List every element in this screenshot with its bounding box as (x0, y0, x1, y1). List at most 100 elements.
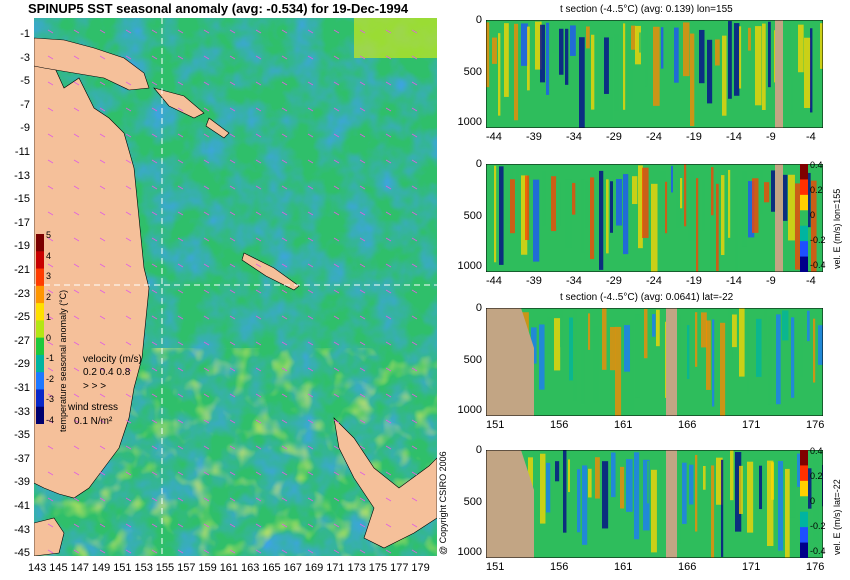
wind-arrow (385, 263, 392, 268)
section-panel[interactable] (486, 308, 823, 416)
velocity-colorbar-tick-label: 0 (810, 210, 816, 220)
section-streak (560, 309, 563, 348)
section-streak (556, 182, 561, 227)
wind-arrow (359, 55, 366, 60)
section-panel[interactable] (486, 20, 823, 128)
panel-x-tick-label: -4 (806, 275, 816, 287)
wind-arrow (73, 263, 80, 268)
lat-tick-label: -35 (14, 429, 30, 442)
wind-arrow (151, 523, 158, 528)
wind-arrow (99, 29, 106, 34)
wind-arrow (229, 263, 236, 268)
wind-arrow (281, 55, 288, 60)
wind-arrow (47, 263, 54, 268)
wind-arrow (385, 55, 392, 60)
section-streak (565, 179, 572, 248)
wind-arrow (385, 289, 392, 294)
lon-tick-label: 165 (262, 562, 281, 574)
wind-arrow (411, 497, 418, 502)
section-streak (581, 179, 585, 253)
wind-arrow (333, 237, 340, 242)
section-streak (768, 316, 772, 405)
wind-arrow (73, 315, 80, 320)
wind-arrow (73, 81, 80, 86)
panel-x-tick-label: -39 (526, 275, 542, 287)
colorbar-segment (800, 450, 808, 466)
wind-arrow (385, 367, 392, 372)
section-streak (555, 461, 560, 482)
panel-x-tick-label: -29 (606, 131, 622, 143)
sst-anomaly-map[interactable] (34, 18, 437, 556)
wind-arrow (229, 159, 236, 164)
section-streak (695, 312, 698, 367)
section-streak (721, 459, 724, 557)
wind-arrow (307, 445, 314, 450)
section-streak (722, 35, 727, 116)
lat-tick-label: -43 (14, 523, 30, 536)
wind-arrow (99, 393, 106, 398)
wind-arrow (411, 133, 418, 138)
wind-arrow (307, 211, 314, 216)
wind-arrow (385, 393, 392, 398)
wind-arrow (47, 393, 54, 398)
panel-x-tick-label: 176 (806, 419, 825, 431)
wind-arrow (177, 29, 184, 34)
section-streak (689, 464, 694, 505)
section-streak (690, 33, 695, 127)
wind-arrow (73, 419, 80, 424)
wind-arrow (47, 523, 54, 528)
wind-arrow (359, 289, 366, 294)
wind-arrow (359, 263, 366, 268)
wind-arrow (333, 263, 340, 268)
wind-arrow (255, 29, 262, 34)
section-streak (670, 23, 674, 50)
section-streak (611, 452, 616, 498)
wind-arrow (385, 133, 392, 138)
wind-arrow (47, 289, 54, 294)
wind-arrow (125, 159, 132, 164)
section-panel[interactable] (486, 164, 823, 272)
wind-arrow (359, 211, 366, 216)
wind-arrow (307, 367, 314, 372)
wind-arrow (333, 471, 340, 476)
section-streak (764, 182, 770, 203)
wind-arrow (151, 445, 158, 450)
lon-tick-label: 147 (70, 562, 89, 574)
section-streak (546, 462, 551, 513)
colorbar-segment (800, 241, 808, 258)
colorbar-segment (36, 285, 44, 304)
wind-arrow (229, 549, 236, 554)
section-streak (651, 469, 657, 553)
wind-arrow (411, 55, 418, 60)
wind-arrow (281, 263, 288, 268)
section-panel[interactable] (486, 450, 823, 558)
wind-arrow (411, 29, 418, 34)
wind-arrow (359, 315, 366, 320)
wind-arrow (385, 81, 392, 86)
lon-tick-label: 149 (91, 562, 111, 574)
colorbar-segment (800, 164, 808, 180)
lon-tick-label: 155 (155, 562, 175, 574)
velocity-colorbar-tick-label: -0.4 (810, 260, 826, 270)
wind-arrow (281, 497, 288, 502)
wind-arrow (125, 315, 132, 320)
section-streak (590, 177, 595, 260)
colorbar-segment (800, 179, 808, 196)
wind-arrow (359, 471, 366, 476)
wind-arrow (73, 471, 80, 476)
wind-legend-title: wind stress (68, 402, 119, 413)
lat-tick-label: -41 (14, 500, 30, 512)
section-streak (614, 33, 620, 111)
section-streak (742, 171, 748, 247)
wind-arrow (411, 159, 418, 164)
section-streak (643, 459, 650, 531)
section-streak (678, 315, 681, 360)
wind-arrow (229, 55, 236, 60)
wind-arrow (255, 185, 262, 190)
wind-arrow (203, 471, 210, 476)
velocity-colorbar-label: vel. E (m/s) lat=-22 (832, 479, 842, 555)
wind-arrow (151, 55, 158, 60)
section-streak (593, 326, 599, 404)
panel-x-tick-label: -34 (566, 275, 582, 287)
wind-arrow (411, 471, 418, 476)
